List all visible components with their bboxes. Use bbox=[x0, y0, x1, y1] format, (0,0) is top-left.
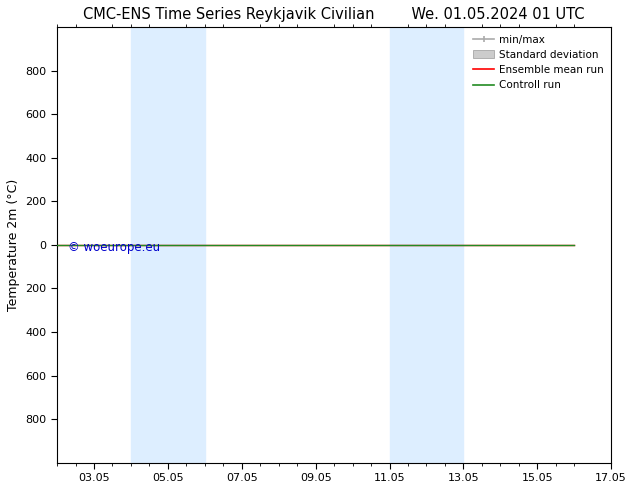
Bar bbox=[389, 27, 463, 463]
Bar bbox=[131, 27, 205, 463]
Text: © woeurope.eu: © woeurope.eu bbox=[68, 241, 160, 254]
Legend: min/max, Standard deviation, Ensemble mean run, Controll run: min/max, Standard deviation, Ensemble me… bbox=[469, 30, 608, 95]
Title: CMC-ENS Time Series Reykjavik Civilian        We. 01.05.2024 01 UTC: CMC-ENS Time Series Reykjavik Civilian W… bbox=[83, 7, 585, 22]
Y-axis label: Temperature 2m (°C): Temperature 2m (°C) bbox=[7, 179, 20, 311]
